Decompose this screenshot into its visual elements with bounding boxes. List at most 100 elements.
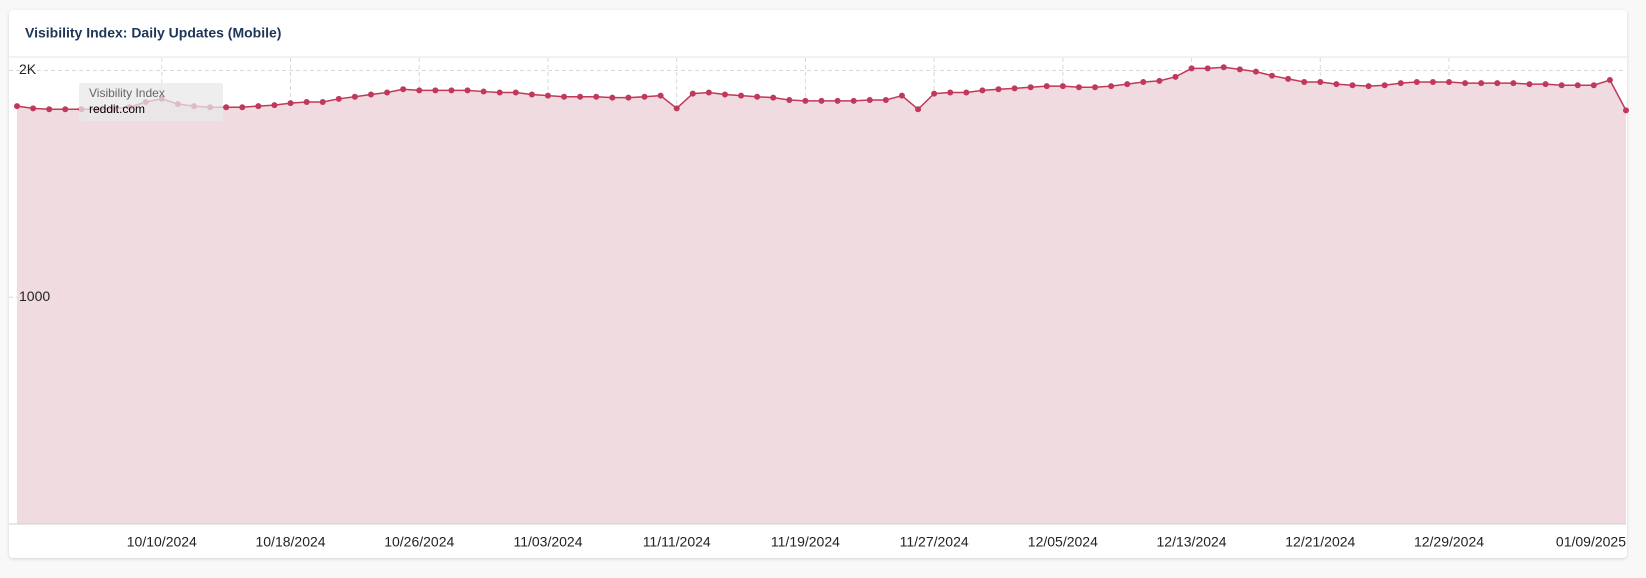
point — [62, 106, 69, 113]
chart-title: Visibility Index: Daily Updates (Mobile) — [25, 25, 281, 41]
point — [384, 89, 391, 96]
point — [947, 89, 954, 96]
point — [239, 104, 246, 111]
point — [1124, 81, 1131, 88]
point — [1092, 84, 1099, 91]
x-tick-label: 12/13/2024 — [1157, 534, 1227, 550]
point — [480, 88, 487, 95]
point — [1623, 107, 1629, 114]
x-tick-label: 01/09/2025 — [1556, 534, 1626, 550]
point — [1204, 65, 1211, 72]
point — [46, 106, 53, 113]
x-tick-label: 10/18/2024 — [255, 534, 325, 550]
point — [30, 105, 37, 112]
x-tick-label: 11/19/2024 — [771, 534, 840, 550]
tooltip-series: reddit.com — [89, 102, 145, 116]
point — [14, 103, 20, 110]
point — [255, 103, 262, 110]
point — [963, 89, 970, 96]
x-tick-label: 11/11/2024 — [643, 534, 711, 550]
point — [1478, 80, 1485, 87]
point — [1043, 83, 1050, 90]
point — [512, 89, 519, 96]
x-tick-label: 12/29/2024 — [1414, 534, 1484, 550]
point — [1558, 82, 1565, 89]
point — [1462, 80, 1469, 87]
point — [528, 91, 535, 98]
point — [1301, 79, 1308, 86]
point — [1011, 85, 1018, 92]
point — [287, 100, 294, 107]
point — [1236, 66, 1243, 73]
point — [593, 93, 600, 100]
point — [223, 104, 230, 111]
point — [850, 97, 857, 104]
point — [367, 91, 374, 98]
point — [1027, 84, 1034, 91]
point — [754, 93, 761, 100]
point — [657, 92, 664, 99]
point — [818, 97, 825, 104]
point — [1220, 64, 1227, 71]
point — [1510, 80, 1517, 87]
point — [641, 93, 648, 100]
x-tick-label: 10/26/2024 — [384, 534, 454, 550]
point — [1172, 73, 1179, 80]
point — [1140, 79, 1147, 86]
point — [931, 90, 938, 97]
point — [898, 92, 905, 99]
point — [432, 87, 439, 94]
point — [1285, 75, 1292, 82]
point — [915, 106, 922, 113]
point — [319, 98, 326, 105]
tooltip-title: Visibility Index — [89, 86, 165, 100]
x-tick-label: 11/27/2024 — [900, 534, 969, 550]
point — [1606, 76, 1613, 83]
point — [882, 96, 889, 103]
point — [335, 95, 342, 102]
tooltip — [79, 83, 223, 121]
point — [1590, 82, 1597, 89]
point — [1494, 80, 1501, 87]
point — [1252, 68, 1259, 75]
point — [1365, 83, 1372, 90]
point — [448, 87, 455, 94]
point — [689, 90, 696, 97]
point — [866, 96, 873, 103]
point — [609, 94, 616, 101]
point — [1349, 82, 1356, 89]
point — [1413, 79, 1420, 86]
point — [1397, 80, 1404, 87]
point — [673, 105, 680, 112]
point — [1156, 77, 1163, 84]
point — [561, 93, 568, 100]
point — [1333, 81, 1340, 88]
y-tick-label: 1000 — [19, 288, 50, 304]
x-tick-label: 10/10/2024 — [127, 534, 197, 550]
point — [416, 87, 423, 94]
point — [1269, 72, 1276, 79]
point — [544, 92, 551, 99]
area — [17, 67, 1626, 524]
point — [464, 87, 471, 94]
point — [995, 86, 1002, 93]
point — [271, 102, 278, 109]
point — [1446, 79, 1453, 86]
x-tick-label: 11/03/2024 — [513, 534, 582, 550]
point — [400, 86, 407, 93]
x-tick-label: 12/21/2024 — [1285, 534, 1355, 550]
point — [802, 97, 809, 104]
point — [1059, 83, 1066, 90]
point — [577, 93, 584, 100]
point — [303, 98, 310, 105]
point — [770, 94, 777, 101]
point — [1574, 82, 1581, 89]
point — [721, 91, 728, 98]
point — [1188, 65, 1195, 72]
point — [834, 97, 841, 104]
x-tick-label: 12/05/2024 — [1028, 534, 1098, 550]
point — [1542, 81, 1549, 88]
point — [1108, 83, 1115, 90]
